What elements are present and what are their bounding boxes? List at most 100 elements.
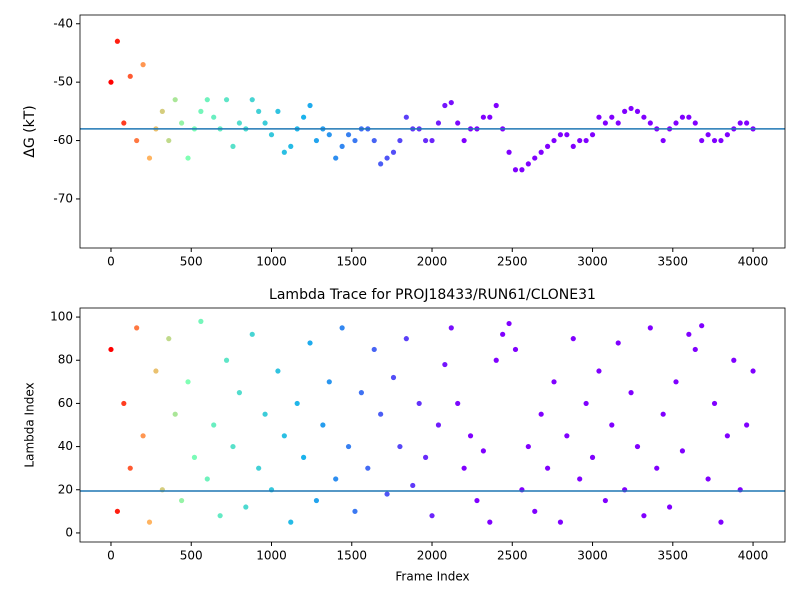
point [589, 454, 596, 460]
point [307, 340, 313, 346]
point [532, 155, 538, 161]
point [403, 114, 409, 120]
point [223, 97, 230, 103]
x-tick-label: 4000 [738, 549, 769, 563]
point [647, 120, 653, 126]
point [737, 120, 743, 126]
point [191, 454, 198, 460]
point [397, 443, 403, 450]
point [493, 102, 499, 109]
x-tick-label: 2000 [417, 549, 448, 563]
point [198, 108, 204, 114]
point [596, 368, 602, 374]
point [506, 320, 512, 327]
point [506, 149, 512, 155]
point [339, 143, 345, 149]
point [583, 137, 589, 144]
point [538, 411, 544, 417]
point [435, 422, 442, 428]
point [256, 465, 262, 471]
point [512, 346, 519, 353]
point [204, 97, 210, 103]
point [185, 379, 191, 385]
point [442, 102, 448, 109]
point [487, 114, 493, 120]
point [397, 137, 403, 144]
axes-frame [79, 307, 786, 543]
point [204, 476, 210, 482]
point [602, 120, 608, 126]
point [114, 38, 121, 44]
point [166, 137, 172, 144]
point [686, 114, 692, 120]
point [634, 443, 641, 450]
point [230, 143, 236, 149]
x-axis-label: Frame Index [395, 570, 469, 584]
point [666, 504, 673, 510]
point [744, 120, 750, 126]
axes-frame [79, 14, 786, 249]
y-axis-label: ΔG (kT) [22, 105, 38, 157]
y-tick-label: 100 [50, 310, 73, 324]
point [153, 368, 159, 374]
point [455, 120, 461, 126]
point [615, 120, 621, 126]
point [435, 120, 442, 126]
point [711, 400, 718, 407]
point [378, 411, 384, 417]
point [262, 411, 268, 417]
point [500, 331, 506, 337]
point [108, 79, 114, 85]
point [236, 120, 242, 126]
point [333, 476, 339, 482]
point [301, 454, 307, 460]
point [198, 318, 204, 324]
point [705, 476, 711, 482]
point [622, 108, 628, 114]
point [564, 132, 570, 138]
x-tick-label: 3500 [658, 255, 689, 269]
point [121, 400, 127, 407]
point [390, 149, 397, 155]
point [660, 137, 666, 144]
point [512, 167, 519, 173]
y-tick-label: 40 [58, 439, 73, 453]
point [217, 513, 223, 519]
point [249, 97, 255, 103]
point [127, 73, 133, 79]
point [731, 357, 737, 363]
point [313, 497, 320, 504]
point [127, 465, 133, 471]
point [179, 497, 185, 504]
point [223, 357, 230, 363]
point [480, 114, 486, 120]
point [602, 497, 608, 504]
x-tick-label: 4000 [738, 255, 769, 269]
point [140, 433, 146, 439]
point [455, 400, 461, 407]
point [544, 143, 551, 149]
point [230, 443, 236, 450]
point [596, 114, 602, 120]
point [243, 504, 249, 510]
point [108, 346, 114, 353]
point [352, 508, 358, 514]
y-tick-label: 20 [58, 482, 73, 496]
y-tick-label: -50 [53, 75, 73, 89]
point [461, 137, 467, 144]
point [288, 519, 294, 525]
chart-title: Lambda Trace for PROJ18433/RUN61/CLONE31 [269, 287, 596, 303]
point [211, 114, 217, 120]
point [589, 132, 596, 138]
point [532, 508, 538, 514]
x-tick-label: 1000 [256, 255, 287, 269]
point [564, 433, 570, 439]
point [422, 137, 429, 144]
point [146, 519, 153, 525]
point [538, 149, 544, 155]
x-tick-label: 1000 [256, 549, 287, 563]
y-tick-label: 0 [65, 525, 73, 539]
point [461, 465, 467, 471]
point [172, 411, 178, 417]
